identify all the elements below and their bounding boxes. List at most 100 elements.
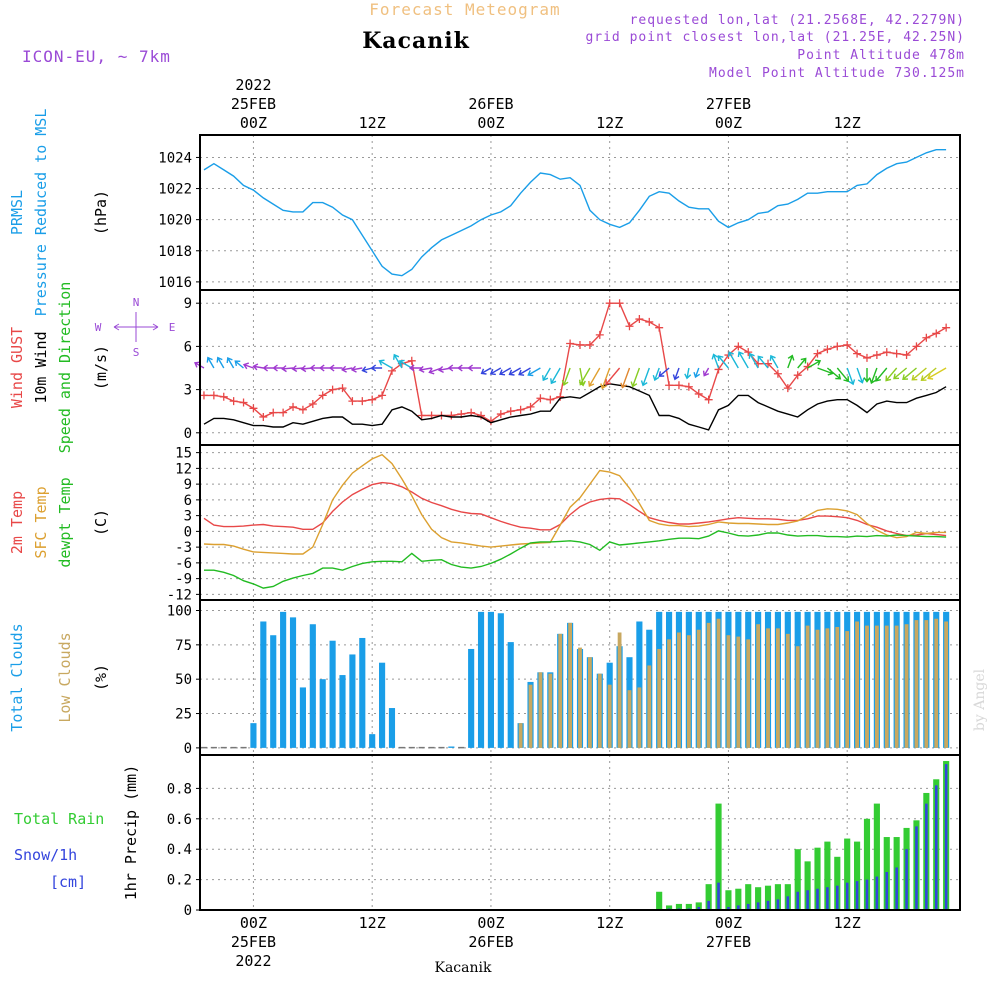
bar-low-clouds <box>716 618 721 748</box>
bar-snow-1h <box>836 885 839 910</box>
chart-title: Kacanik <box>362 28 470 54</box>
bar-low-clouds <box>894 625 899 748</box>
panel-label: 2m Temp <box>8 491 26 554</box>
cloud-zero-mark <box>230 746 237 749</box>
bar-low-clouds <box>647 665 652 748</box>
compass-arrows <box>113 312 159 342</box>
y-tick-label: 0 <box>184 903 192 919</box>
bar-snow-1h <box>776 899 780 910</box>
bar-snow-1h <box>944 764 948 910</box>
bar-total-rain <box>745 884 752 910</box>
gust-marker <box>378 391 387 400</box>
wind-arrow <box>226 357 235 369</box>
bar-snow-1h <box>845 882 849 910</box>
wind-arrow <box>684 367 692 380</box>
cloud-zero-mark <box>220 746 227 749</box>
bar-total-clouds <box>369 734 376 748</box>
bar-snow-1h <box>737 905 740 910</box>
bar-snow-1h <box>925 803 928 910</box>
wind-arrow <box>498 367 512 376</box>
y-tick-label: 6 <box>184 339 192 355</box>
bar-total-clouds <box>379 662 386 748</box>
y-tick-label: 9 <box>184 477 192 493</box>
bar-low-clouds <box>934 618 939 748</box>
cloud-zero-mark <box>438 746 445 749</box>
bar-total-clouds <box>349 654 356 748</box>
bar-low-clouds <box>914 620 919 748</box>
cloud-zero-mark <box>240 746 247 749</box>
bar-snow-1h <box>816 888 819 910</box>
gust-marker <box>694 389 703 398</box>
gust-marker <box>506 407 515 416</box>
gust-marker <box>655 323 664 332</box>
wind-arrow <box>902 367 917 381</box>
gust-marker <box>932 329 941 338</box>
gust-marker <box>279 408 288 417</box>
bar-low-clouds <box>637 687 642 748</box>
gust-marker <box>259 412 268 421</box>
wind-arrow <box>480 367 492 375</box>
bar-low-clouds <box>706 622 711 748</box>
wind-arrow <box>826 367 842 380</box>
bar-low-clouds <box>548 673 553 748</box>
gust-marker <box>447 411 456 420</box>
gust-marker <box>764 359 773 368</box>
wind-arrow <box>856 367 865 384</box>
panel-label: Low Clouds <box>56 632 74 722</box>
gust-marker <box>477 411 486 420</box>
gust-marker <box>773 369 782 378</box>
panel-0: 1016 1018 1020 1022 1024 PRMSL Pressure Reduce… <box>8 109 961 316</box>
gust-marker <box>536 394 545 403</box>
time-label: 2022 <box>235 952 271 970</box>
gust-marker <box>338 384 347 393</box>
gust-marker <box>823 345 832 354</box>
gust-marker <box>625 322 634 331</box>
wind-arrow <box>518 367 531 376</box>
gust-marker <box>783 384 792 393</box>
bar-total-rain <box>705 884 712 910</box>
bar-total-clouds <box>477 611 485 748</box>
bar-snow-1h <box>746 903 750 910</box>
wind-arrow <box>717 355 729 369</box>
y-tick-label: 0.4 <box>167 842 192 858</box>
wind-arrow <box>467 364 481 372</box>
footer-location: Kacanik <box>435 960 492 976</box>
y-tick-label: -6 <box>175 556 192 572</box>
gust-marker <box>744 348 753 357</box>
gust-marker <box>615 299 624 308</box>
gust-marker <box>239 398 248 407</box>
bar-snow-1h <box>697 906 701 910</box>
line-dewpt-temp <box>204 530 947 589</box>
time-label: 26FEB <box>468 95 513 113</box>
gust-marker <box>843 340 852 349</box>
time-label: 00Z <box>477 914 504 932</box>
gust-marker <box>199 391 208 400</box>
bar-low-clouds <box>785 633 790 748</box>
bar-low-clouds <box>825 628 830 748</box>
time-label: 00Z <box>240 114 267 132</box>
bar-total-rain <box>675 903 683 910</box>
y-tick-label: 3 <box>184 509 192 525</box>
bar-low-clouds <box>884 625 889 748</box>
bar-total-rain <box>794 849 801 910</box>
bar-low-clouds <box>538 672 543 748</box>
bar-total-clouds <box>250 723 257 748</box>
time-label: 12Z <box>359 114 386 132</box>
wind-arrow <box>600 367 611 390</box>
bar-total-rain <box>774 884 781 910</box>
wind-arrow <box>527 367 541 377</box>
bar-low-clouds <box>667 639 671 748</box>
bar-low-clouds <box>518 723 523 748</box>
cloud-zero-mark <box>210 746 217 749</box>
gust-marker <box>358 397 367 406</box>
bar-low-clouds <box>597 673 602 748</box>
wind-arrow <box>748 352 759 369</box>
wind-arrow <box>341 365 353 373</box>
bar-low-clouds <box>835 626 840 748</box>
cloud-zero-mark <box>200 746 208 749</box>
time-label: 12Z <box>596 914 623 932</box>
bar-snow-1h <box>865 879 869 910</box>
wind-arrow <box>863 368 871 383</box>
